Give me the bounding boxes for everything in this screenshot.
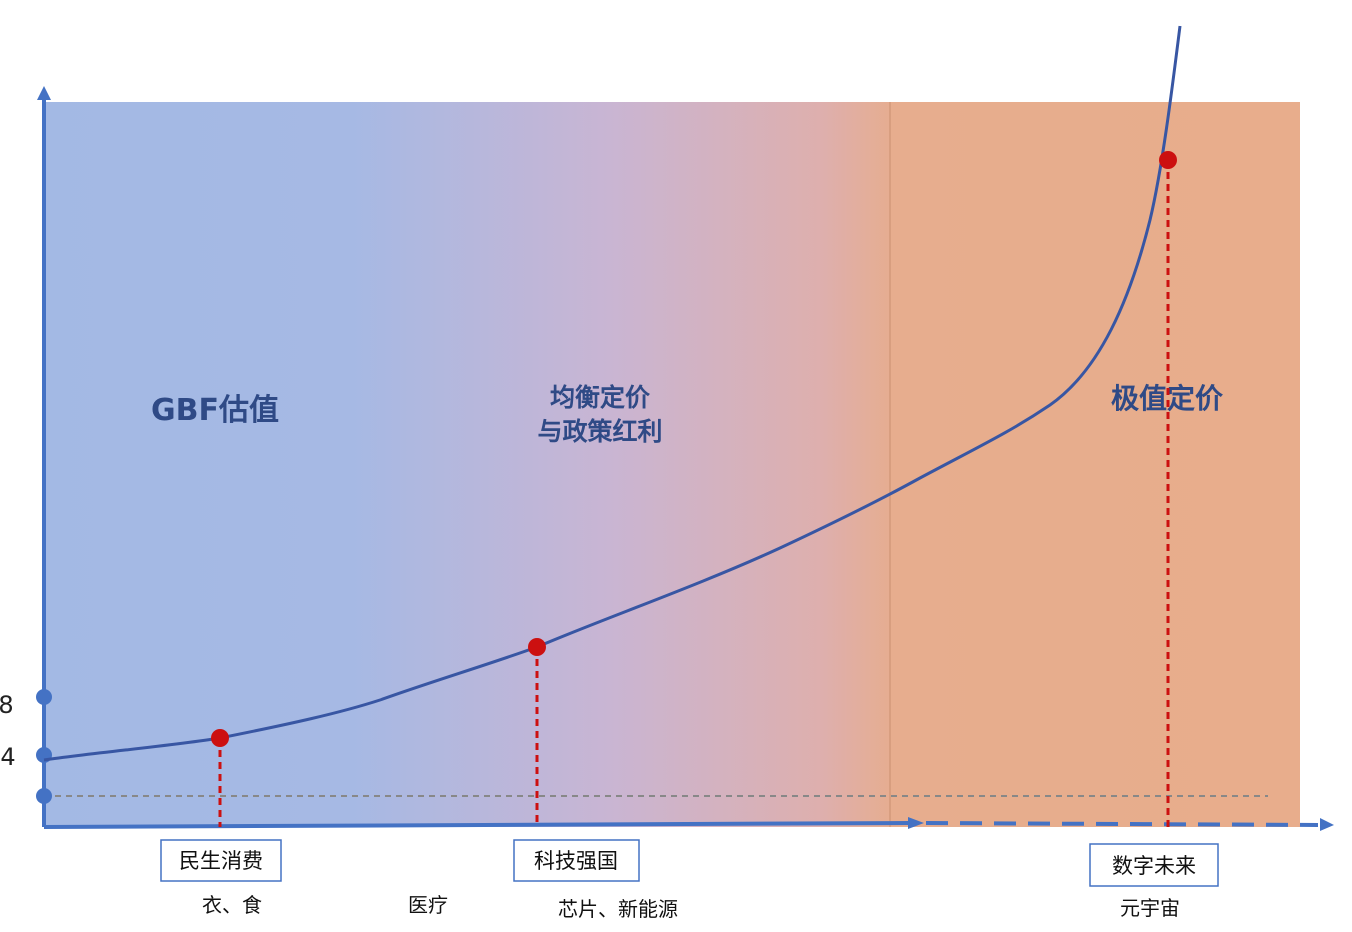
extreme-zone: [890, 102, 1300, 827]
growth-curve: [43, 25, 1182, 762]
milestone-label-1: 民生消费: [179, 849, 263, 873]
zone-title-left: GBF估值: [151, 393, 279, 428]
milestone-box-2: 科技强国: [513, 839, 640, 882]
y-tick-label-4: 4: [0, 743, 15, 771]
milestone-label-2: 科技强国: [534, 849, 618, 873]
milestone-box-3: 数字未来: [1089, 843, 1219, 887]
milestone-marker-2: [528, 638, 546, 656]
zone-title-middle-2: 与政策红利: [537, 417, 662, 446]
milestone-sub-3: 元宇宙: [1120, 896, 1180, 920]
zone-title-middle-1: 均衡定价: [550, 383, 651, 412]
x-axis-arrow-icon: [908, 817, 924, 829]
zone-title-right: 极值定价: [1111, 382, 1224, 415]
y-tick-label-8: 8: [0, 691, 14, 719]
x-axis-end-arrow-icon: [1320, 818, 1334, 831]
milestone-label-3: 数字未来: [1112, 854, 1196, 878]
x-axis: [43, 821, 911, 829]
y-tick-dot-8: [36, 689, 52, 705]
x-axis-dashed-extension: [925, 821, 1319, 827]
milestone-box-1: 民生消费: [160, 839, 282, 882]
milestone-marker-1: [211, 729, 229, 747]
milestone-sub-1: 衣、食: [202, 893, 262, 917]
y-tick-dot-base: [36, 788, 52, 804]
milestone-sub-2: 芯片、新能源: [558, 897, 678, 921]
extra-sub-label: 医疗: [408, 893, 448, 917]
milestone-marker-3: [1159, 151, 1177, 169]
y-axis-arrow-icon: [37, 86, 51, 100]
